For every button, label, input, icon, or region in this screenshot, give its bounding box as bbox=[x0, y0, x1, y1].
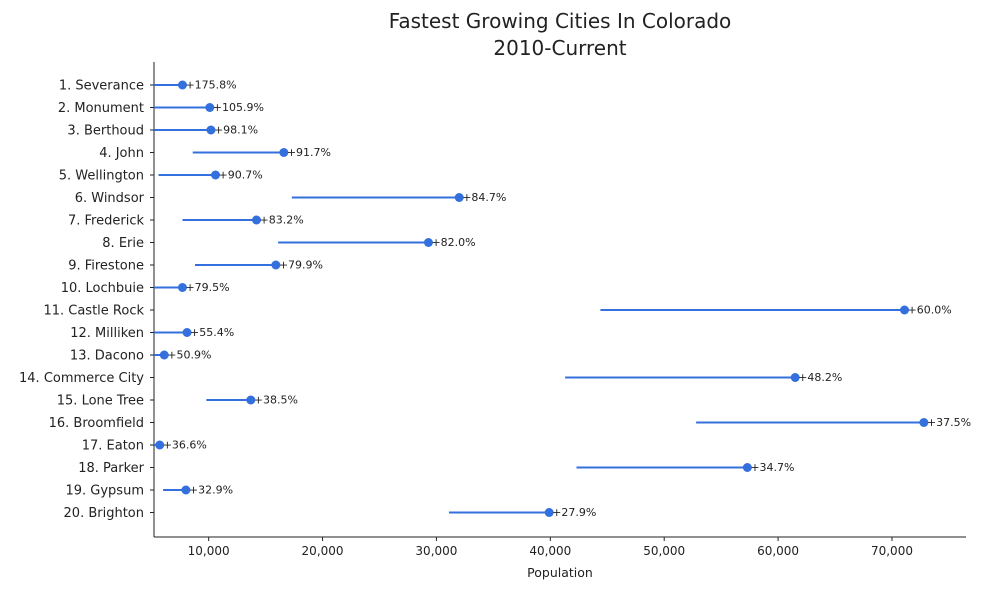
growth-data-label: +60.0% bbox=[908, 304, 952, 317]
growth-data-label: +55.4% bbox=[190, 326, 234, 339]
y-tick-label: 11. Castle Rock bbox=[43, 304, 144, 319]
y-tick-label: 18. Parker bbox=[78, 461, 144, 476]
y-tick-label: 10. Lochbuie bbox=[61, 281, 144, 296]
y-tick-label: 2. Monument bbox=[58, 101, 144, 116]
x-tick-label: 20,000 bbox=[302, 544, 344, 558]
current-population-point bbox=[900, 305, 910, 315]
growth-data-label: +83.2% bbox=[259, 214, 303, 227]
current-population-point bbox=[423, 238, 433, 247]
current-population-point bbox=[279, 148, 289, 157]
x-tick-label: 40,000 bbox=[529, 544, 571, 558]
y-tick-label: 12. Milliken bbox=[70, 326, 144, 341]
growth-data-label: +50.9% bbox=[167, 349, 211, 362]
y-tick-label: 19. Gypsum bbox=[65, 484, 144, 499]
y-tick-label: 14. Commerce City bbox=[19, 371, 144, 386]
growth-data-label: +27.9% bbox=[552, 506, 596, 519]
growth-data-label: +48.2% bbox=[798, 371, 842, 384]
y-tick-label: 7. Frederick bbox=[68, 214, 144, 229]
growth-data-label: +90.7% bbox=[218, 169, 262, 182]
y-tick-label: 5. Wellington bbox=[59, 169, 144, 184]
growth-data-label: +38.5% bbox=[254, 394, 298, 407]
current-population-point bbox=[210, 170, 220, 180]
growth-data-label: +105.9% bbox=[213, 101, 264, 114]
growth-data-label: +82.0% bbox=[431, 236, 475, 249]
current-population-point bbox=[205, 103, 215, 112]
growth-data-label: +79.9% bbox=[279, 259, 323, 272]
current-population-point bbox=[206, 125, 216, 135]
x-axis-label: Population bbox=[527, 565, 593, 580]
x-tick-label: 70,000 bbox=[871, 544, 913, 558]
y-tick-label: 8. Erie bbox=[102, 236, 144, 251]
current-population-point bbox=[919, 418, 929, 427]
current-population-point bbox=[177, 80, 187, 90]
x-tick-label: 30,000 bbox=[415, 544, 457, 558]
current-population-point bbox=[271, 260, 281, 270]
y-tick-label: 1. Severance bbox=[59, 79, 144, 94]
y-tick-label: 17. Eaton bbox=[82, 439, 144, 454]
chart-subtitle: 2010-Current bbox=[493, 36, 626, 60]
growth-data-label: +98.1% bbox=[214, 124, 258, 137]
x-tick-label: 50,000 bbox=[643, 544, 685, 558]
current-population-point bbox=[544, 508, 554, 517]
growth-data-label: +84.7% bbox=[462, 191, 506, 204]
x-tick-label: 10,000 bbox=[188, 544, 230, 558]
y-tick-label: 4. John bbox=[99, 146, 144, 161]
y-tick-label: 6. Windsor bbox=[75, 191, 145, 206]
y-tick-label: 3. Berthoud bbox=[67, 124, 144, 139]
growth-data-label: +32.9% bbox=[189, 484, 233, 497]
current-population-point bbox=[181, 485, 191, 495]
growth-data-label: +36.6% bbox=[163, 439, 207, 452]
growth-data-label: +175.8% bbox=[185, 79, 236, 92]
current-population-point bbox=[182, 328, 192, 337]
y-tick-label: 16. Broomfield bbox=[49, 416, 144, 431]
current-population-point bbox=[251, 215, 261, 225]
y-tick-label: 15. Lone Tree bbox=[57, 394, 144, 409]
current-population-point bbox=[790, 373, 800, 382]
current-population-point bbox=[155, 440, 165, 450]
current-population-point bbox=[246, 395, 256, 405]
growth-data-label: +79.5% bbox=[185, 281, 229, 294]
y-tick-label: 9. Firestone bbox=[68, 259, 144, 274]
series-group: +175.8% +105.9% +98.1% +91.7% +90.7% +84.7% +8… bbox=[154, 79, 971, 519]
current-population-point bbox=[177, 283, 187, 292]
growth-data-label: +34.7% bbox=[750, 461, 794, 474]
y-tick-label: 13. Dacono bbox=[70, 349, 144, 364]
growth-data-label: +91.7% bbox=[287, 146, 331, 159]
current-population-point bbox=[159, 350, 169, 360]
axes: 10,000 20,000 30,000 40,000 50,000 60,000 70,0… bbox=[19, 62, 966, 558]
growth-data-label: +37.5% bbox=[927, 416, 971, 429]
current-population-point bbox=[742, 463, 752, 472]
y-tick-label: 20. Brighton bbox=[64, 506, 144, 521]
x-tick-label: 60,000 bbox=[757, 544, 799, 558]
chart-title: Fastest Growing Cities In Colorado bbox=[389, 9, 732, 33]
current-population-point bbox=[454, 193, 464, 202]
